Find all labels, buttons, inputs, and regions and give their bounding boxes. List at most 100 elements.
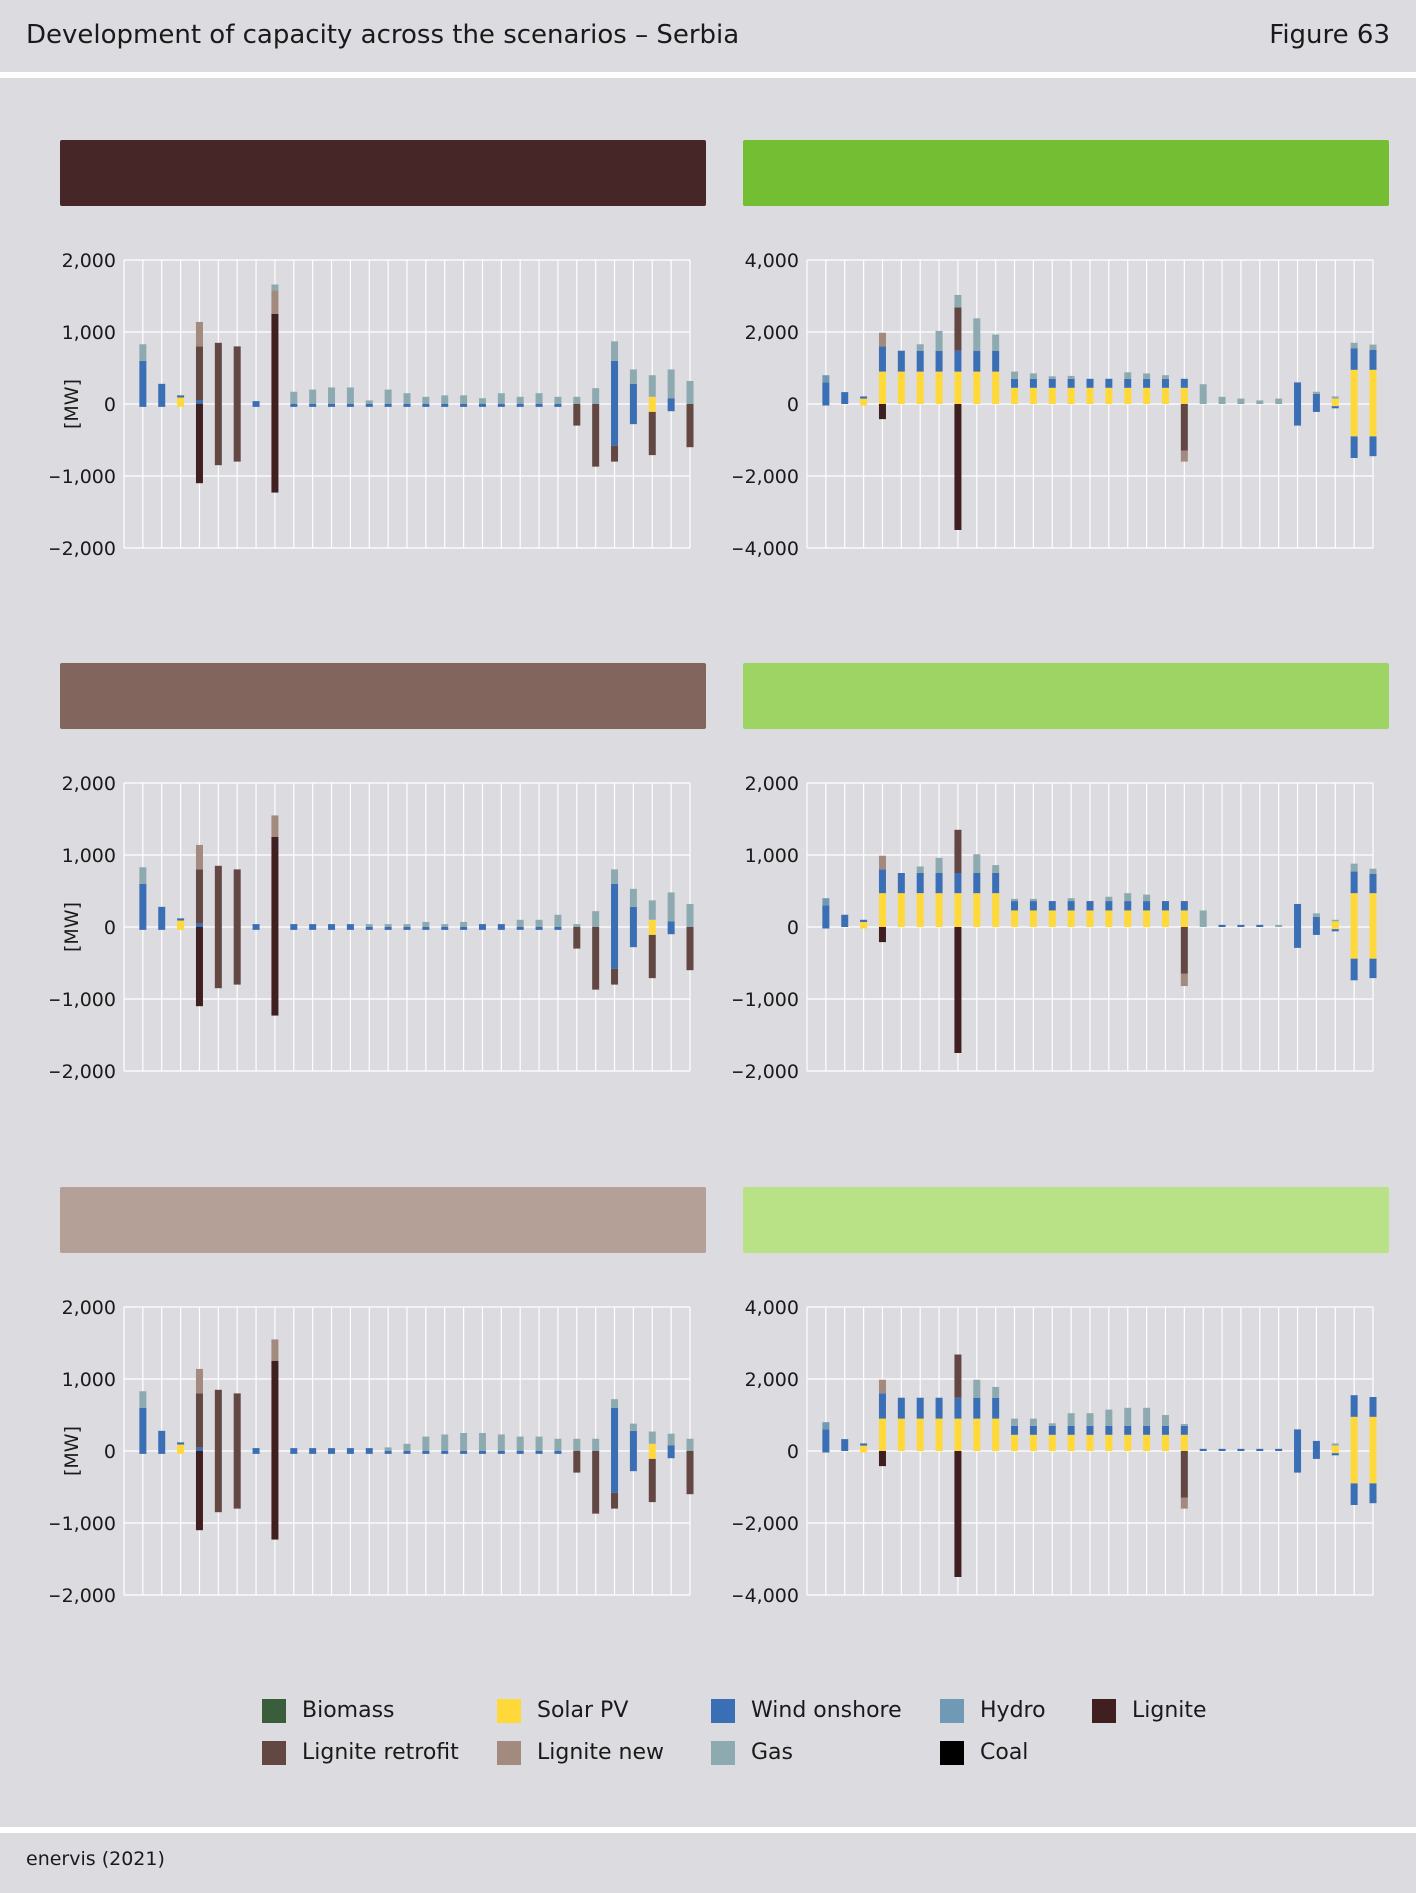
bar-segment: [822, 1422, 830, 1430]
bar-segment: [629, 1423, 637, 1431]
x-tick-label: 2045: [571, 1604, 619, 1607]
bar-segment: [878, 371, 886, 404]
bar-segment: [252, 927, 260, 930]
bar-segment: [516, 404, 524, 407]
bar-segment: [1350, 342, 1358, 349]
y-tick-label: −2,000: [733, 1061, 799, 1083]
bar-segment: [648, 900, 656, 920]
bar-segment: [1350, 369, 1358, 404]
bar-segment: [1029, 373, 1037, 379]
bar-segment: [1086, 387, 1094, 404]
bar-segment: [384, 404, 392, 407]
bar-segment: [497, 393, 505, 404]
bar-segment: [252, 1448, 260, 1451]
bar-segment: [1312, 1451, 1320, 1459]
legend-swatch: [940, 1698, 964, 1723]
legend-item-hydro: Hydro: [940, 1698, 1046, 1723]
bar-segment: [554, 1438, 562, 1451]
bar-segment: [1086, 1425, 1094, 1435]
bar-segment: [214, 342, 222, 404]
bar-segment: [346, 924, 354, 927]
x-tick-label: 2030: [971, 1604, 1019, 1607]
bar-segment: [1067, 1434, 1075, 1451]
bar-segment: [290, 1451, 298, 1454]
bar-segment: [841, 1439, 849, 1451]
bar-segment: [1369, 1416, 1377, 1451]
bar-segment: [573, 396, 581, 404]
bar-segment: [309, 927, 317, 930]
bar-segment: [195, 869, 203, 924]
y-tick-label: −2,000: [50, 1585, 116, 1607]
legend-item-gas: Gas: [711, 1740, 793, 1765]
bar-segment: [1331, 398, 1339, 404]
bar-segment: [860, 1451, 868, 1453]
y-tick-label: −1,000: [50, 1513, 116, 1535]
bar-segment: [1048, 376, 1056, 379]
bar-segment: [1312, 404, 1320, 412]
bar-segment: [1048, 910, 1056, 927]
legend-item-lignite-retrofit: Lignite retrofit: [262, 1740, 459, 1765]
bar-segment: [954, 893, 962, 927]
bar-segment: [935, 1418, 943, 1451]
bar-segment: [1105, 378, 1113, 388]
bar-segment: [309, 1448, 317, 1451]
bar-segment: [1331, 404, 1339, 407]
bar-segment: [648, 927, 656, 935]
bar-segment: [648, 396, 656, 404]
chart-4: 2,000 1,000 0 −1,000 −2,0002020 2025 2030 2035 2…: [733, 773, 1383, 1083]
y-tick-label: 0: [104, 1441, 116, 1463]
legend-swatch: [262, 1740, 286, 1765]
bar-segment: [441, 404, 449, 407]
footer-rule: [0, 1827, 1416, 1833]
bar-segment: [214, 1451, 222, 1513]
bar-segment: [422, 921, 430, 927]
bar-segment: [1218, 924, 1226, 927]
bar-segment: [629, 1451, 637, 1472]
bar-segment: [1350, 1416, 1358, 1451]
bar-segment: [195, 1368, 203, 1394]
bar-segment: [992, 1386, 1000, 1398]
bar-segment: [667, 1433, 675, 1446]
bar-segment: [686, 927, 694, 971]
bar-segment: [195, 1451, 203, 1531]
bar-segment: [1143, 378, 1151, 388]
bar-segment: [1312, 927, 1320, 935]
bar-segment: [1350, 1451, 1358, 1484]
x-tick-label: 2030: [288, 557, 336, 560]
x-tick-label: 2050: [1349, 1604, 1383, 1607]
x-tick-label: 2020: [100, 1080, 148, 1083]
bar-segment: [822, 1429, 830, 1451]
bar-segment: [365, 400, 373, 404]
bar-segment: [516, 1451, 524, 1454]
bar-segment: [139, 404, 147, 407]
bar-segment: [177, 920, 185, 927]
bar-segment: [233, 1393, 241, 1451]
bar-segment: [1161, 387, 1169, 404]
bar-segment: [954, 350, 962, 372]
bar-segment: [1048, 1434, 1056, 1451]
bar-segment: [1369, 436, 1377, 457]
bar-segment: [158, 404, 166, 407]
bar-segment: [478, 924, 486, 927]
bar-segment: [384, 927, 392, 930]
bar-segment: [878, 869, 886, 894]
bar-segment: [897, 893, 905, 927]
bar-segment: [177, 927, 185, 930]
bar-segment: [686, 903, 694, 927]
x-tick-label: 2025: [877, 1080, 925, 1083]
bar-segment: [535, 1436, 543, 1451]
y-axis-label: [MW]: [61, 379, 83, 429]
bar-segment: [478, 927, 486, 930]
bar-segment: [878, 927, 886, 943]
bar-segment: [1161, 901, 1169, 911]
bar-segment: [611, 1492, 619, 1509]
bar-segment: [233, 404, 241, 462]
legend-label: Lignite: [1132, 1698, 1207, 1723]
bar-segment: [878, 1393, 886, 1419]
bar-segment: [629, 383, 637, 404]
bar-segment: [1143, 894, 1151, 902]
y-tick-label: −2,000: [50, 1061, 116, 1083]
y-tick-label: 0: [787, 394, 799, 416]
bar-segment: [1180, 1424, 1188, 1426]
bar-segment: [1180, 378, 1188, 388]
